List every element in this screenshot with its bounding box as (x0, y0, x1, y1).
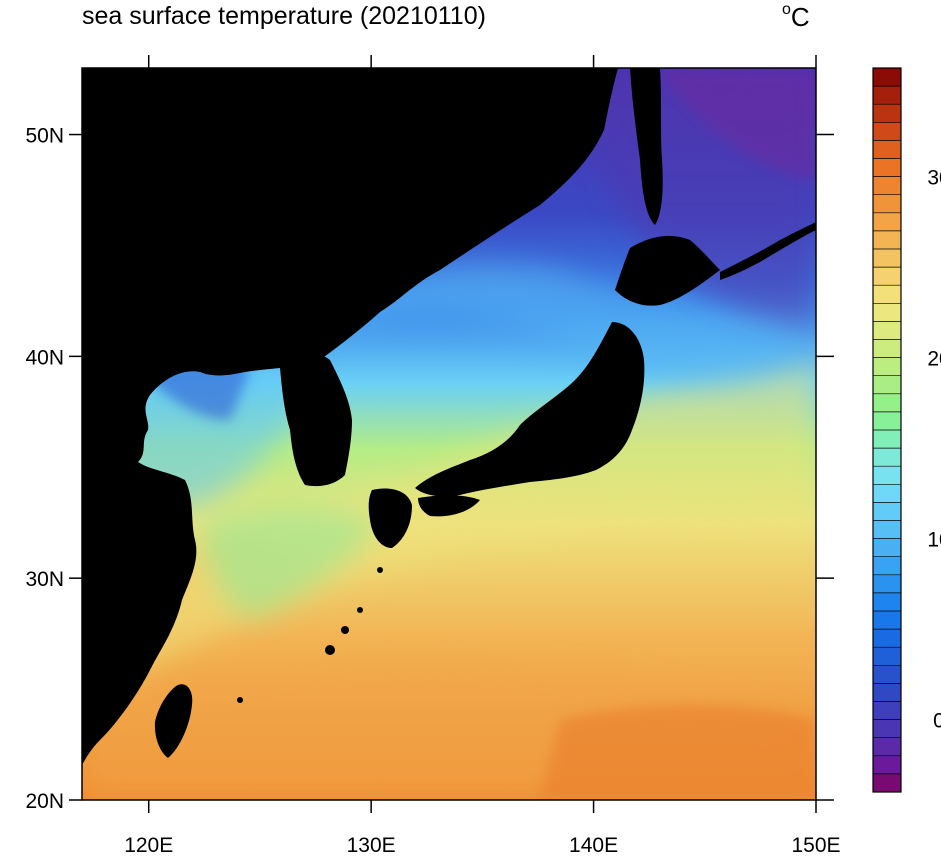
map-frame (81, 67, 817, 801)
colorbar-swatch (873, 393, 901, 413)
colorbar-swatch (873, 267, 901, 286)
colorbar-swatch (873, 303, 901, 322)
colorbar-swatch (873, 665, 901, 684)
colorbar-swatch (873, 249, 901, 268)
colorbar-swatch (873, 719, 901, 739)
colorbar-swatch (873, 611, 901, 630)
map-title: sea surface temperature (20210110) (82, 2, 486, 30)
colorbar-swatch (873, 484, 901, 503)
colorbar-swatch (873, 285, 901, 304)
colorbar-swatch (873, 755, 901, 775)
colorbar-swatch (873, 122, 901, 141)
colorbar-swatch (873, 230, 901, 250)
lat-tick-label: 20N (25, 790, 64, 813)
colorbar-swatch (873, 520, 901, 540)
lat-tick-label: 40N (25, 346, 64, 369)
color-bar: 0 10 20 30 (872, 67, 941, 793)
colorbar-swatch (873, 158, 901, 178)
land-kurils (720, 222, 816, 280)
colorbar-swatch (873, 375, 901, 395)
colorbar-label: 30 (927, 167, 941, 190)
units-label: oC (782, 1, 810, 32)
colorbar-swatch (873, 592, 901, 612)
colorbar-swatch (873, 176, 901, 196)
lon-tick-label: 140E (569, 834, 618, 857)
colorbar-swatch (873, 737, 901, 757)
colorbar-swatch (873, 339, 901, 359)
lat-tick-label: 30N (25, 568, 64, 591)
colorbar-swatch (873, 574, 901, 594)
colorbar-swatch (873, 212, 901, 232)
land-taiwan (154, 684, 193, 758)
land-honshu (415, 322, 645, 497)
colorbar-swatch (873, 321, 901, 340)
sst-field (82, 68, 816, 800)
colorbar-swatch (873, 629, 901, 648)
colorbar-swatch (873, 68, 901, 87)
colorbar-swatch (873, 86, 901, 105)
colorbar-swatch (873, 448, 901, 467)
land-shikoku (418, 495, 480, 517)
colorbar-label: 10 (927, 529, 941, 552)
lat-tick-label: 50N (25, 125, 64, 148)
land-kyushu (368, 488, 412, 548)
colorbar-swatch (873, 357, 901, 377)
colorbar-swatch (873, 104, 901, 123)
map-axes: 120E 130E 140E 150E 20N 30N 40N 50N (25, 55, 841, 857)
lon-tick-label: 130E (347, 834, 396, 857)
colorbar-swatch (873, 411, 901, 431)
land-hokkaido (615, 235, 720, 306)
colorbar-label: 20 (927, 348, 941, 371)
land-korea (280, 354, 352, 487)
land-asia (82, 68, 618, 765)
colorbar-swatch (873, 683, 901, 702)
colorbar-swatch (873, 773, 901, 793)
colorbar-frame (872, 67, 902, 793)
colorbar-swatch (873, 701, 901, 721)
lon-tick-label: 150E (791, 834, 840, 857)
colorbar-label: 0 (933, 710, 941, 733)
colorbar-swatch (873, 140, 901, 159)
colorbar-swatch (873, 647, 901, 666)
colorbar-swatch (873, 556, 901, 576)
colorbar-swatch (873, 502, 901, 521)
colorbar-swatch (873, 466, 901, 485)
colorbar-swatch (873, 194, 901, 214)
land-sakhalin (630, 68, 663, 225)
colorbar-swatch (873, 430, 901, 449)
lon-tick-label: 120E (124, 834, 173, 857)
colorbar-swatch (873, 538, 901, 558)
